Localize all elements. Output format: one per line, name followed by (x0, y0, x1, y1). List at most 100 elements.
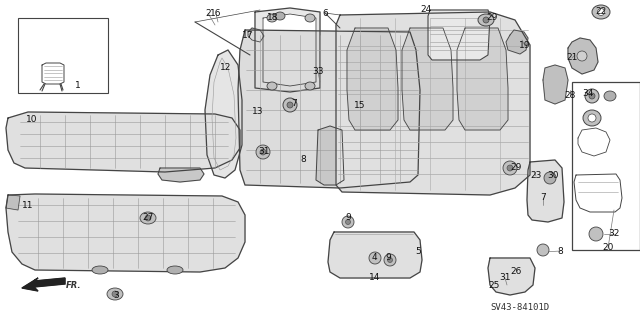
Polygon shape (263, 14, 316, 86)
Polygon shape (402, 28, 453, 130)
Text: 25: 25 (488, 281, 500, 291)
Text: 22: 22 (595, 8, 607, 17)
Polygon shape (428, 10, 490, 60)
Ellipse shape (267, 82, 277, 90)
Polygon shape (457, 28, 508, 130)
Text: 10: 10 (26, 115, 38, 124)
Ellipse shape (537, 244, 549, 256)
Polygon shape (527, 160, 564, 222)
Text: 12: 12 (220, 63, 232, 72)
Ellipse shape (287, 102, 293, 108)
Polygon shape (578, 128, 610, 156)
Polygon shape (248, 28, 264, 42)
Text: 11: 11 (22, 202, 34, 211)
Polygon shape (316, 126, 344, 185)
Text: 34: 34 (582, 90, 594, 99)
Ellipse shape (283, 98, 297, 112)
Text: 6: 6 (322, 9, 328, 18)
Ellipse shape (267, 14, 277, 22)
Polygon shape (328, 232, 422, 278)
Polygon shape (42, 63, 64, 84)
Text: 24: 24 (420, 5, 431, 14)
Text: 7: 7 (291, 100, 297, 108)
Bar (572, 82, 640, 250)
Ellipse shape (544, 172, 556, 184)
Ellipse shape (92, 266, 108, 274)
Ellipse shape (256, 145, 270, 159)
Text: 21: 21 (566, 54, 578, 63)
Text: 19: 19 (519, 41, 531, 50)
Text: 14: 14 (369, 273, 381, 283)
Text: 23: 23 (531, 172, 541, 181)
Ellipse shape (478, 14, 494, 26)
Text: 9: 9 (345, 213, 351, 222)
Ellipse shape (577, 51, 587, 61)
Ellipse shape (592, 5, 610, 19)
Ellipse shape (507, 165, 513, 171)
Polygon shape (347, 28, 398, 130)
Polygon shape (506, 30, 528, 54)
Ellipse shape (167, 266, 183, 274)
Polygon shape (238, 30, 420, 188)
Text: 2: 2 (205, 9, 211, 18)
Ellipse shape (369, 252, 381, 264)
Text: 3: 3 (113, 291, 119, 300)
Text: FR.: FR. (66, 280, 81, 290)
Polygon shape (574, 174, 622, 212)
Text: 1: 1 (75, 80, 81, 90)
Text: 8: 8 (300, 155, 306, 165)
Ellipse shape (260, 149, 266, 155)
Ellipse shape (589, 227, 603, 241)
Ellipse shape (585, 89, 599, 103)
Polygon shape (158, 168, 204, 182)
Polygon shape (6, 195, 20, 210)
Ellipse shape (275, 12, 285, 20)
Text: SV43-84101D: SV43-84101D (490, 303, 549, 313)
Text: 30: 30 (547, 172, 559, 181)
Polygon shape (543, 65, 568, 104)
Text: 13: 13 (252, 108, 264, 116)
Text: 32: 32 (608, 229, 620, 239)
Polygon shape (6, 194, 245, 272)
Text: 8: 8 (557, 247, 563, 256)
Text: 26: 26 (510, 266, 522, 276)
Ellipse shape (387, 257, 392, 263)
Polygon shape (568, 38, 598, 74)
Ellipse shape (588, 114, 596, 122)
Polygon shape (22, 278, 65, 291)
Ellipse shape (342, 216, 354, 228)
Polygon shape (6, 112, 240, 172)
Ellipse shape (583, 110, 601, 126)
Text: 31: 31 (499, 273, 511, 283)
Polygon shape (255, 8, 320, 92)
Text: 7: 7 (540, 194, 546, 203)
Ellipse shape (604, 91, 616, 101)
Text: 29: 29 (486, 13, 498, 23)
Polygon shape (488, 258, 535, 295)
Text: 4: 4 (371, 254, 377, 263)
Ellipse shape (305, 82, 315, 90)
Polygon shape (336, 12, 530, 195)
Ellipse shape (598, 9, 605, 16)
Ellipse shape (107, 288, 123, 300)
Polygon shape (205, 50, 242, 178)
Ellipse shape (112, 291, 118, 297)
Ellipse shape (140, 212, 156, 224)
Text: 28: 28 (564, 92, 576, 100)
Text: 33: 33 (312, 68, 324, 77)
Ellipse shape (503, 161, 517, 175)
Text: 31: 31 (259, 147, 269, 157)
Ellipse shape (384, 254, 396, 266)
Ellipse shape (145, 215, 151, 221)
Text: 27: 27 (142, 213, 154, 222)
Text: 17: 17 (243, 31, 253, 40)
Ellipse shape (483, 17, 489, 23)
Ellipse shape (589, 93, 595, 99)
Text: 15: 15 (355, 100, 365, 109)
Text: 16: 16 (211, 10, 221, 19)
Text: 9: 9 (385, 254, 391, 263)
Ellipse shape (305, 14, 315, 22)
Text: 29: 29 (510, 164, 522, 173)
Text: 18: 18 (268, 13, 279, 23)
Bar (18, 18, 108, 93)
